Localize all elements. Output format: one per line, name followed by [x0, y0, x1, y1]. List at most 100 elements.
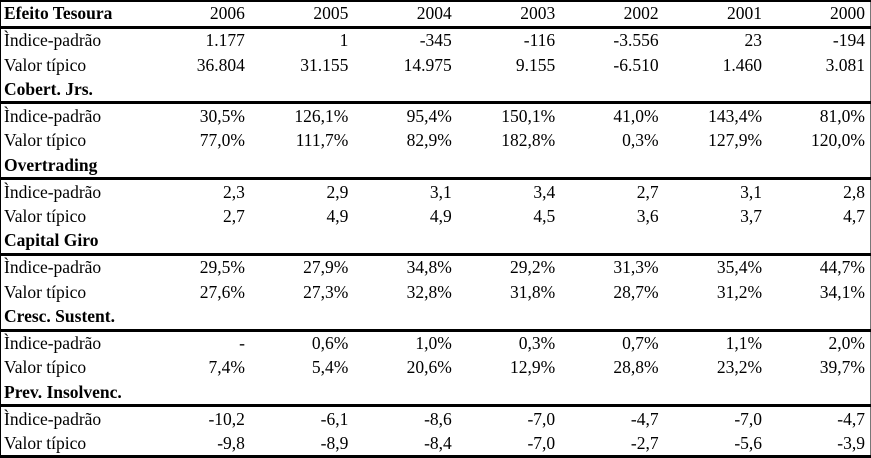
value-cell: -7,0: [527, 408, 556, 429]
value-cell: -194: [832, 30, 865, 51]
value-cell: 150,1%: [501, 105, 556, 126]
row-label: Ìndice-padrão: [4, 257, 102, 278]
value-cell: -8,6: [424, 408, 452, 429]
value-cell: 2,7: [636, 181, 659, 202]
value-cell: 120,0%: [811, 130, 865, 151]
value-cell: 44,7%: [819, 257, 865, 278]
value-cell: 35,4%: [716, 257, 763, 278]
value-cell: 111,7%: [295, 130, 349, 151]
value-cell: -3,9: [837, 432, 865, 453]
section-title-efeito-tesoura: Efeito Tesoura: [0, 1, 147, 29]
value-cell: 0,6%: [311, 332, 349, 353]
value-cell: 9.155: [515, 54, 556, 75]
row-label: Valor típico: [4, 206, 87, 226]
row-label: Ìndice-padrão: [4, 105, 102, 126]
value-cell: 3,4: [533, 181, 556, 202]
value-cell: 182,8%: [501, 130, 556, 151]
value-cell: 27,3%: [303, 281, 349, 302]
value-cell: 3,1: [740, 181, 763, 202]
section-title-capital-giro: Capital Giro: [0, 229, 871, 256]
value-cell: 12,9%: [509, 357, 556, 378]
value-cell: -8,4: [424, 432, 452, 453]
row-label: Valor típico: [4, 54, 87, 75]
value-cell: -4,7: [630, 408, 659, 429]
row-label: Ìndice-padrão: [4, 30, 102, 51]
row-label: Ìndice-padrão: [4, 408, 102, 429]
value-cell: 2,8: [843, 181, 865, 202]
value-cell: 127,9%: [708, 130, 763, 151]
value-cell: -3.556: [613, 30, 659, 51]
value-cell: 1.177: [205, 30, 245, 51]
row-label: Ìndice-padrão: [4, 181, 102, 202]
value-cell: 3,1: [429, 181, 452, 202]
value-cell: 32,8%: [406, 281, 452, 302]
year-column-header: 2001: [663, 1, 768, 29]
section-row-cresc-sustent: Cresc. Sustent.: [0, 304, 871, 332]
value-cell: 31,3%: [613, 257, 659, 278]
value-cell: -4,7: [837, 408, 865, 429]
value-cell: 4,9: [429, 206, 452, 226]
value-cell: 27,6%: [199, 281, 245, 302]
value-cell: 0,3%: [622, 130, 659, 151]
value-cell: 29,5%: [199, 257, 245, 278]
row-label: Ìndice-padrão: [4, 332, 102, 353]
value-cell: 4,5: [533, 206, 556, 226]
value-cell: -7,0: [734, 408, 763, 429]
value-cell: 0,7%: [622, 332, 659, 353]
value-cell: 81,0%: [819, 105, 865, 126]
table-row-indice-padrao: Ìndice-padrão - 0,6% 1,0% 0,3% 0,7% 1,1%…: [1, 330, 871, 355]
row-label: Valor típico: [4, 432, 87, 453]
year-column-header: 2004: [353, 1, 457, 29]
value-cell: -5,6: [734, 432, 763, 453]
value-cell: 3,7: [740, 206, 763, 226]
value-cell: 39,7%: [819, 357, 865, 378]
row-label: Valor típico: [4, 357, 87, 378]
value-cell: 34,8%: [406, 257, 452, 278]
value-cell: 77,0%: [199, 130, 245, 151]
value-cell: 23: [744, 30, 763, 51]
table-row-indice-padrao: Ìndice-padrão 2,3 2,9 3,1 3,4 2,7 3,1 2,…: [1, 179, 871, 204]
value-cell: 2,9: [326, 181, 349, 202]
value-cell: -116: [523, 30, 556, 51]
value-cell: 1: [339, 30, 349, 51]
value-cell: 126,1%: [294, 105, 349, 126]
value-cell: 3,6: [636, 206, 659, 226]
year-column-header: 2006: [146, 1, 250, 29]
table-row-valor-tipico: Valor típico 27,6% 27,3% 32,8% 31,8% 28,…: [1, 280, 871, 305]
year-column-header: 2005: [249, 1, 354, 29]
section-row-capital-giro: Capital Giro: [0, 229, 871, 256]
table-row-valor-tipico: Valor típico 36.804 31.155 14.975 9.155 …: [1, 52, 871, 77]
year-column-header: 2002: [560, 1, 664, 29]
value-cell: 36.804: [196, 54, 245, 75]
value-cell: -: [239, 332, 245, 353]
value-cell: 23,2%: [716, 357, 763, 378]
value-cell: -6.510: [613, 54, 659, 75]
value-cell: 1,0%: [415, 332, 452, 353]
table-row-indice-padrao: Ìndice-padrão 29,5% 27,9% 34,8% 29,2% 31…: [1, 254, 871, 279]
value-cell: 2,3: [223, 181, 245, 202]
year-column-header: 2000: [767, 1, 871, 29]
table-row-valor-tipico: Valor típico 7,4% 5,4% 20,6% 12,9% 28,8%…: [1, 355, 871, 380]
value-cell: -6,1: [320, 408, 349, 429]
table-row-indice-padrao: Ìndice-padrão 30,5% 126,1% 95,4% 150,1% …: [1, 103, 871, 128]
section-row-prev-insolvenc: Prev. Insolvenc.: [0, 380, 871, 408]
value-cell: -9,8: [217, 432, 245, 453]
value-cell: 4,9: [326, 206, 349, 226]
table-row-valor-tipico: Valor típico -9,8 -8,9 -8,4 -7,0 -2,7 -5…: [1, 431, 871, 457]
table-row-indice-padrao: Ìndice-padrão 1.177 1 -345 -116 -3.556 2…: [1, 27, 871, 52]
section-title-prev-insolvenc: Prev. Insolvenc.: [0, 380, 871, 408]
value-cell: 30,5%: [199, 105, 245, 126]
table-header-row: Efeito Tesoura 2006 2005 2004 2003 2002 …: [0, 1, 871, 29]
value-cell: 14.975: [403, 54, 452, 75]
value-cell: 3.081: [825, 54, 865, 75]
year-column-header: 2003: [456, 1, 561, 29]
value-cell: 0,3%: [518, 332, 556, 353]
value-cell: 28,7%: [613, 281, 659, 302]
value-cell: 4,7: [843, 206, 865, 226]
row-label: Valor típico: [4, 130, 87, 151]
value-cell: 5,4%: [311, 357, 349, 378]
table-row-valor-tipico: Valor típico 2,7 4,9 4,9 4,5 3,6 3,7 4,7: [1, 204, 871, 229]
value-cell: 34,1%: [819, 281, 865, 302]
section-row-cobert-jrs: Cobert. Jrs.: [0, 77, 871, 105]
